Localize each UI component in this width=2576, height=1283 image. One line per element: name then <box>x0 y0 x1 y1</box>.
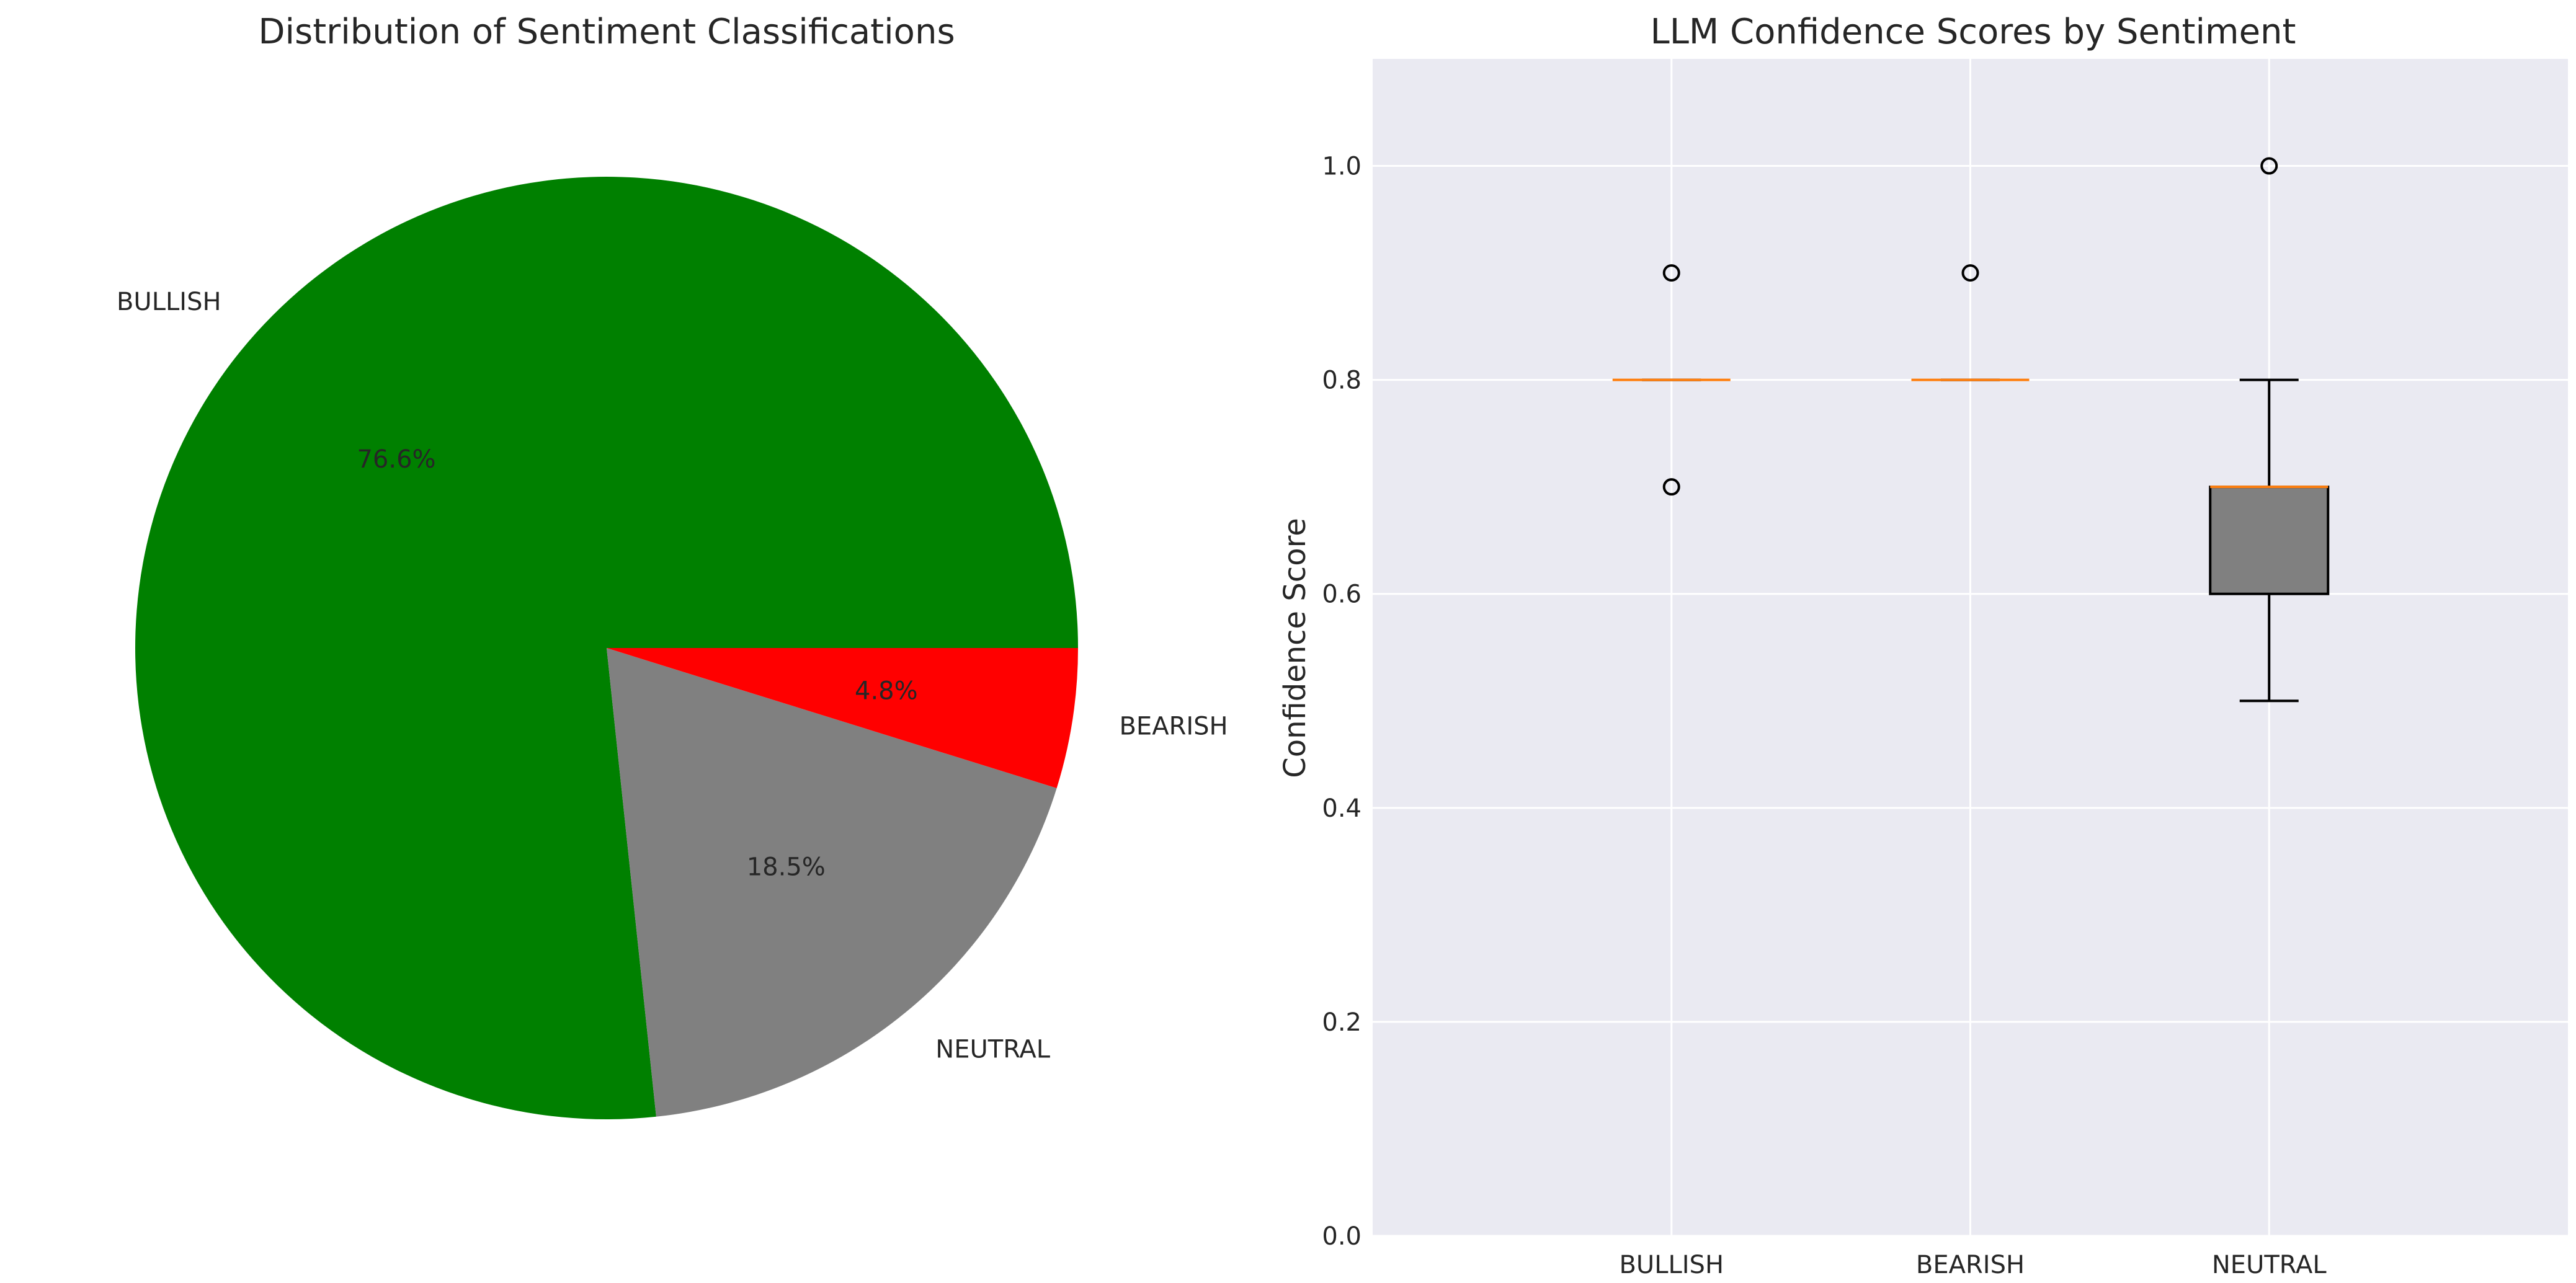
pie-pct-neutral: 18.5% <box>747 853 826 882</box>
pie-label-neutral: NEUTRAL <box>935 1035 1050 1063</box>
outlier-point <box>2260 157 2278 175</box>
pie-label-bullish: BULLISH <box>117 288 221 316</box>
x-tick-label-neutral: NEUTRAL <box>2212 1251 2327 1279</box>
box-iqr <box>2209 486 2330 595</box>
outlier-point <box>1662 264 1680 282</box>
pie-label-bearish: BEARISH <box>1119 713 1228 741</box>
y-tick-label: 0.6 <box>1322 580 1362 609</box>
y-tick-label: 1.0 <box>1322 153 1362 181</box>
box-bearish <box>1911 264 2030 381</box>
pie-pct-bearish: 4.8% <box>855 677 918 706</box>
pie-chart: Distribution of Sentiment Classification… <box>117 12 1228 1119</box>
y-tick-label: 0.0 <box>1322 1222 1362 1251</box>
y-tick-label: 0.2 <box>1322 1008 1362 1037</box>
pie-pct-bullish: 76.6% <box>357 445 435 474</box>
box-plot-title: LLM Confidence Scores by Sentiment <box>1651 12 2296 52</box>
box-plot: LLM Confidence Scores by Sentiment 0.0 0.… <box>1278 12 2568 1279</box>
pie-slice-neutral <box>607 648 1057 1117</box>
outlier-point <box>1961 264 1979 282</box>
y-tick-label: 0.4 <box>1322 794 1362 823</box>
x-tick-label-bullish: BULLISH <box>1619 1251 1724 1279</box>
box-bullish <box>1612 264 1731 496</box>
x-tick-label-bearish: BEARISH <box>1916 1251 2025 1279</box>
pie-chart-title: Distribution of Sentiment Classification… <box>258 12 955 52</box>
pie-slice-bearish <box>607 648 1078 788</box>
y-tick-label: 0.8 <box>1322 366 1362 395</box>
y-axis-label: Confidence Score <box>1278 518 1313 778</box>
box-neutral <box>2209 157 2330 703</box>
outlier-point <box>1662 478 1680 496</box>
